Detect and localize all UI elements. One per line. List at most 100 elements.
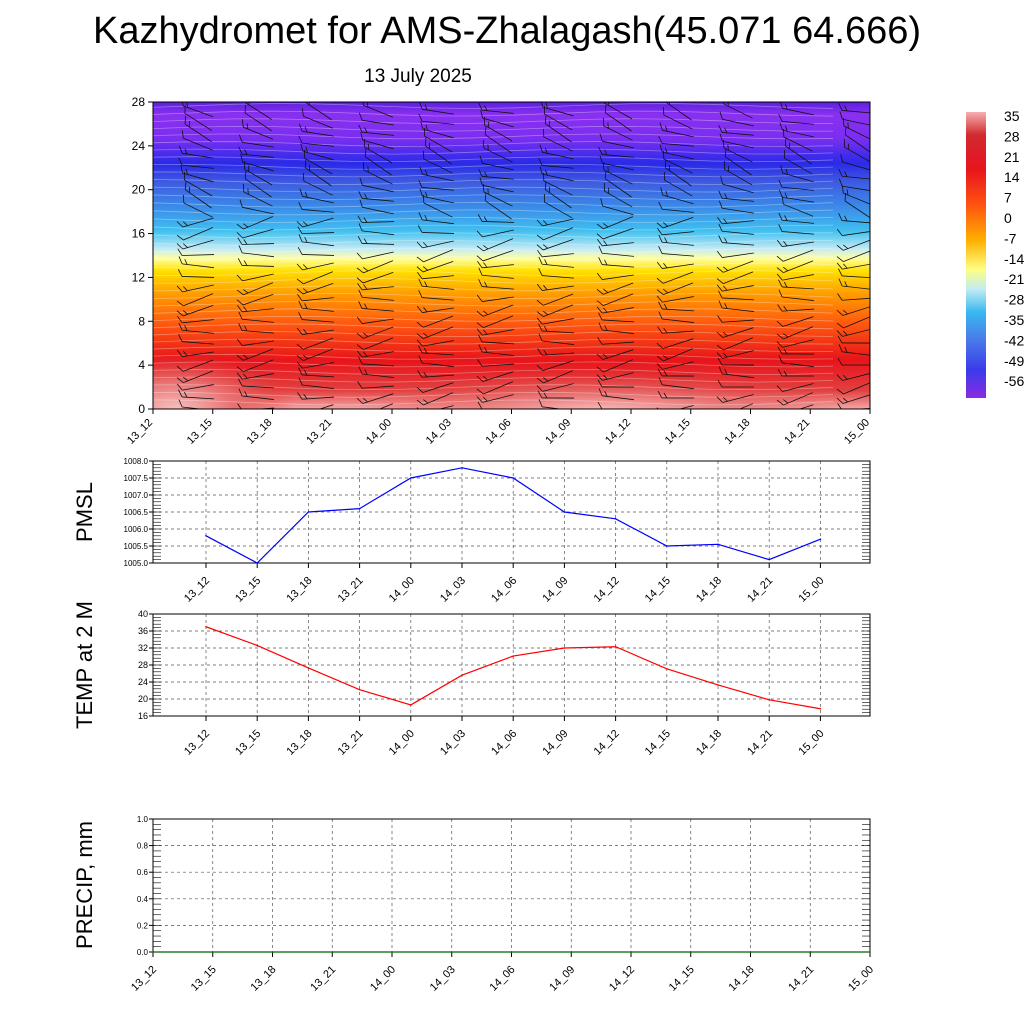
wind-barb-shaft bbox=[302, 362, 334, 369]
wind-barb-feather bbox=[836, 256, 844, 262]
wind-barb-shaft bbox=[362, 286, 394, 291]
wind-barb-feather bbox=[358, 190, 363, 199]
temperature-contour bbox=[153, 308, 834, 315]
wind-barb-shaft bbox=[662, 194, 694, 205]
wind-barb-shaft bbox=[662, 318, 694, 323]
wind-barb bbox=[236, 282, 274, 296]
wind-barb-feather bbox=[663, 303, 668, 310]
wind-barb-feather bbox=[784, 215, 788, 221]
wind-barb-feather bbox=[538, 256, 543, 265]
wind-barb-shaft bbox=[302, 195, 334, 204]
wind-barb bbox=[776, 260, 814, 273]
wind-barb bbox=[716, 260, 754, 273]
data-point bbox=[256, 562, 259, 564]
colorbar-label: -7 bbox=[1004, 230, 1017, 246]
wind-barb-shaft bbox=[602, 319, 634, 323]
wind-barb-feather bbox=[360, 132, 364, 141]
wind-barb-feather bbox=[662, 106, 665, 116]
wind-barb-feather bbox=[778, 113, 783, 122]
wind-barb-shaft bbox=[243, 216, 274, 230]
wind-barb-shaft bbox=[244, 168, 273, 186]
wind-barb-feather bbox=[604, 104, 607, 113]
wind-barb bbox=[536, 304, 574, 317]
wind-barb-shaft bbox=[182, 217, 214, 228]
wind-barb-shaft bbox=[302, 130, 334, 137]
wind-barb-feather bbox=[838, 278, 843, 287]
wind-barb-feather bbox=[476, 388, 484, 395]
y-axis-label: PRECIP, mm bbox=[72, 821, 97, 949]
wind-barb bbox=[417, 272, 454, 280]
wind-barb-shaft bbox=[603, 125, 633, 141]
y-tick-label: 16 bbox=[132, 227, 146, 241]
wind-barb-feather bbox=[603, 240, 608, 246]
wind-barb-shaft bbox=[182, 305, 214, 317]
wind-barb-shaft bbox=[242, 252, 274, 258]
wind-barb-feather bbox=[296, 327, 303, 335]
wind-barb bbox=[418, 290, 454, 301]
wind-barb bbox=[176, 284, 214, 293]
x-tick-label: 14_21 bbox=[782, 417, 812, 447]
wind-barb bbox=[178, 334, 214, 345]
wind-barb bbox=[782, 128, 813, 152]
wind-barb-feather bbox=[788, 142, 791, 149]
wind-barb bbox=[416, 240, 454, 249]
wind-barb bbox=[656, 261, 694, 269]
wind-barb-feather bbox=[303, 329, 308, 335]
wind-barb-feather bbox=[596, 233, 604, 240]
wind-barb-shaft bbox=[603, 293, 634, 306]
wind-barb-feather bbox=[658, 311, 663, 320]
wind-barb bbox=[662, 150, 693, 174]
wind-barb-shaft bbox=[302, 384, 334, 389]
wind-barb-shaft bbox=[844, 146, 870, 164]
wind-barb-feather bbox=[356, 277, 364, 284]
wind-barb-feather bbox=[176, 310, 184, 317]
wind-barb-shaft bbox=[603, 282, 634, 295]
wind-barb bbox=[242, 183, 273, 207]
wind-barb bbox=[484, 192, 512, 220]
wind-barb-shaft bbox=[243, 282, 274, 296]
y-tick-label: 24 bbox=[132, 139, 146, 153]
wind-barb-feather bbox=[604, 390, 608, 397]
wind-barb-shaft bbox=[782, 107, 814, 116]
wind-barb bbox=[776, 249, 814, 262]
temperature-contour bbox=[153, 209, 834, 216]
wind-barb-feather bbox=[183, 351, 188, 357]
wind-barb-feather bbox=[663, 327, 668, 334]
data-point bbox=[510, 951, 513, 953]
wind-barb-shaft bbox=[602, 341, 634, 345]
wind-barb-shaft bbox=[604, 190, 633, 208]
wind-barb-shaft bbox=[422, 285, 454, 290]
wind-barb bbox=[476, 315, 514, 328]
wind-barb-feather bbox=[237, 305, 243, 313]
wind-barb-feather bbox=[842, 397, 848, 403]
wind-barb-shaft bbox=[482, 371, 514, 382]
wind-barb bbox=[304, 159, 332, 187]
wind-barb-shaft bbox=[782, 274, 814, 281]
wind-barb-feather bbox=[364, 127, 368, 133]
wind-barb-shaft bbox=[423, 392, 454, 406]
wind-barb bbox=[238, 134, 274, 148]
wind-barb-feather bbox=[783, 266, 789, 272]
wind-barb-feather bbox=[183, 171, 185, 181]
wind-barb-shaft bbox=[422, 374, 454, 378]
wind-barb bbox=[777, 368, 815, 377]
wind-barb-shaft bbox=[842, 275, 870, 279]
colorbar-label: -21 bbox=[1004, 271, 1024, 287]
wind-barb-shaft bbox=[182, 351, 214, 357]
wind-barb-feather bbox=[597, 401, 603, 409]
wind-barb-shaft bbox=[482, 296, 514, 302]
wind-barb-feather bbox=[176, 377, 184, 383]
wind-barb-feather bbox=[236, 372, 243, 380]
wind-barb bbox=[364, 148, 392, 176]
data-point bbox=[461, 467, 463, 469]
wind-barb bbox=[478, 102, 514, 114]
wind-barb-shaft bbox=[602, 264, 634, 268]
wind-barb bbox=[836, 305, 870, 316]
wind-barb-feather bbox=[356, 316, 363, 324]
x-tick-label: 13_21 bbox=[336, 575, 366, 605]
wind-barb-feather bbox=[363, 138, 365, 148]
wind-barb-shaft bbox=[302, 374, 334, 378]
y-tick-label: 28 bbox=[132, 95, 146, 109]
wind-barb-shaft bbox=[483, 191, 513, 207]
wind-barb bbox=[720, 176, 754, 194]
